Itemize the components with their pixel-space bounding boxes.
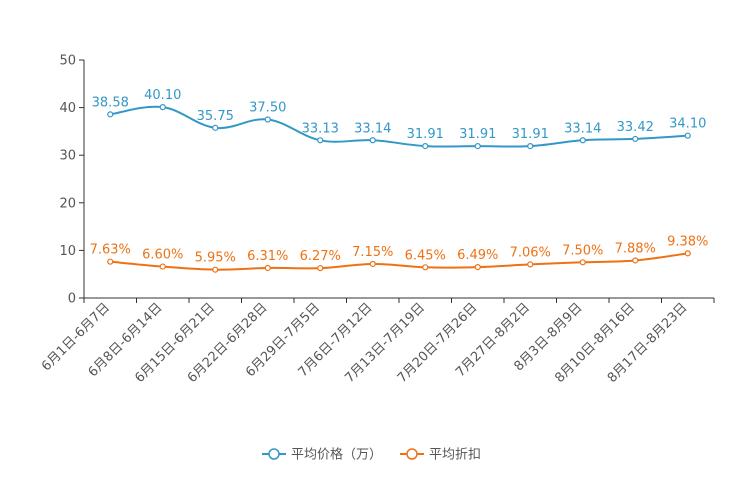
- data-label: 6.49%: [457, 248, 498, 263]
- data-point: [632, 257, 639, 264]
- data-point: [369, 137, 376, 144]
- data-label: 34.10: [669, 117, 706, 132]
- y-tick-label: 20: [59, 196, 76, 211]
- data-label: 7.50%: [562, 243, 603, 258]
- y-tick-label: 10: [59, 244, 76, 259]
- data-point: [684, 250, 691, 257]
- data-label: 6.45%: [405, 248, 446, 263]
- y-tick-label: 0: [68, 292, 76, 307]
- data-point: [317, 265, 324, 272]
- data-label: 31.91: [407, 127, 444, 142]
- data-point: [212, 124, 219, 131]
- data-label: 37.50: [249, 101, 286, 116]
- data-label: 33.13: [302, 121, 339, 136]
- y-tick-label: 50: [59, 54, 76, 69]
- series-line-1: [110, 252, 688, 271]
- legend-marker-icon: [268, 448, 280, 460]
- data-label: 33.14: [354, 121, 391, 136]
- data-label: 40.10: [144, 88, 181, 103]
- legend-marker-icon: [406, 448, 418, 460]
- data-label: 35.75: [197, 109, 234, 124]
- data-point: [632, 135, 639, 143]
- data-point: [107, 258, 114, 265]
- legend-label: 平均价格（万）: [291, 447, 382, 463]
- data-label: 38.58: [92, 95, 129, 110]
- data-label: 6.27%: [300, 249, 341, 264]
- data-point: [579, 137, 586, 144]
- data-point: [474, 143, 481, 150]
- legend-item-1: 平均折扣: [400, 448, 481, 463]
- data-point: [159, 263, 166, 270]
- y-tick-label: 40: [59, 101, 76, 116]
- legend-label: 平均折扣: [429, 448, 481, 463]
- series-line-0: [110, 105, 688, 148]
- data-point: [317, 137, 324, 144]
- data-point: [527, 261, 534, 268]
- legend-item-0: 平均价格（万）: [262, 447, 382, 463]
- data-label: 5.95%: [195, 251, 236, 266]
- data-point: [527, 143, 534, 150]
- data-label: 7.88%: [615, 241, 656, 256]
- data-point: [264, 264, 271, 272]
- data-label: 7.06%: [510, 245, 551, 260]
- y-tick-label: 30: [59, 149, 76, 164]
- data-point: [579, 259, 586, 266]
- data-point: [422, 143, 429, 150]
- data-label: 6.60%: [142, 248, 183, 263]
- data-point: [212, 266, 219, 273]
- data-point: [107, 111, 114, 118]
- data-label: 7.63%: [90, 243, 131, 258]
- data-label: 7.15%: [352, 245, 393, 260]
- data-point: [474, 264, 481, 271]
- data-label: 9.38%: [667, 234, 708, 249]
- data-point: [369, 260, 376, 268]
- data-label: 33.42: [617, 120, 654, 135]
- data-label: 31.91: [459, 127, 496, 142]
- data-point: [684, 132, 691, 139]
- data-point: [422, 264, 429, 271]
- data-point: [159, 104, 166, 111]
- data-label: 33.14: [564, 121, 601, 136]
- data-point: [264, 116, 271, 123]
- data-label: 31.91: [512, 127, 549, 142]
- data-label: 6.31%: [247, 249, 288, 264]
